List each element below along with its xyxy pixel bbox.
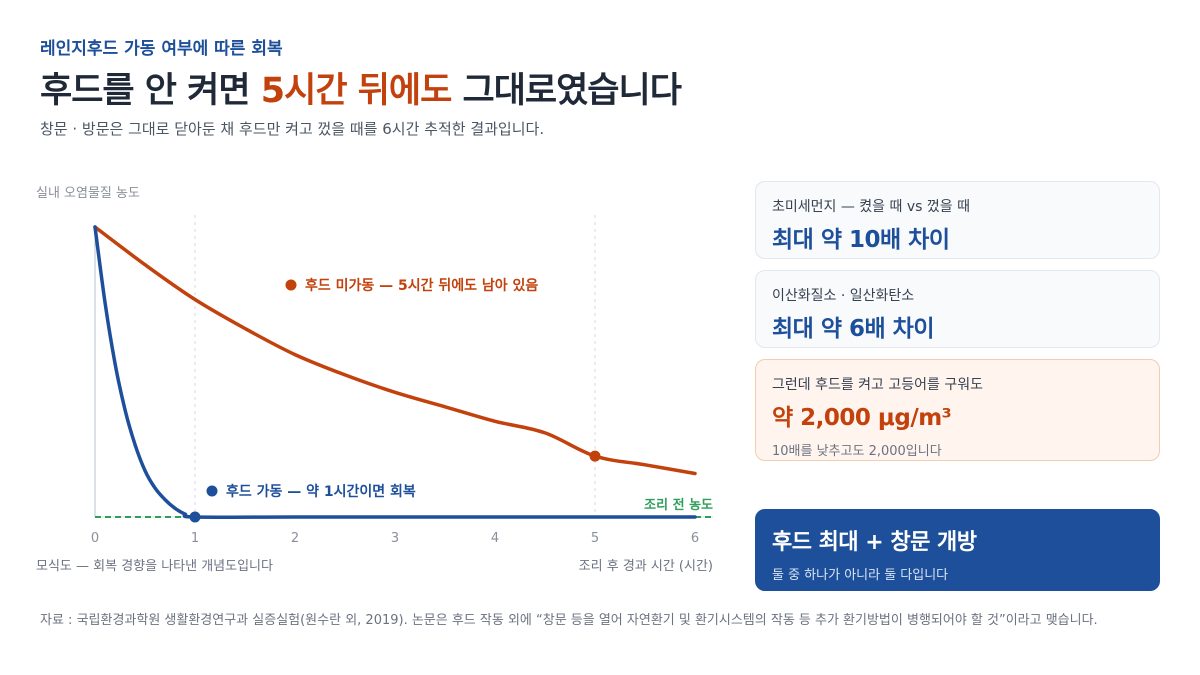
x-tick-label: 5 xyxy=(591,531,599,546)
stat-card-mackerel-value: 약 2,000 μg/m³ xyxy=(772,405,952,431)
source-note: 자료 : 국립환경과학원 생활환경연구과 실증실험(원수란 외, 2019). … xyxy=(40,613,1098,628)
x-tick-label: 1 xyxy=(191,531,199,546)
series-line-no-hood xyxy=(93,225,697,476)
legend-dot-no-hood xyxy=(285,279,297,291)
conclusion-note: 둘 중 하나가 아니라 둘 다입니다 xyxy=(772,568,949,583)
marker-no-hood xyxy=(589,450,601,462)
headline-accent: 5시간 뒤에도 xyxy=(260,71,453,111)
chart-area: 실내 오염물질 농도 조리 전 농도 0 1 2 3 4 5 6 후드 미가동 — 5시간 … xyxy=(36,186,713,574)
legend-dot-hood-on xyxy=(206,485,218,497)
headline-tail: 그대로였습니다 xyxy=(451,71,681,111)
subtitle: 창문 · 방문은 그대로 닫아둔 채 후드만 켜고 껐을 때를 6시간 추적한 … xyxy=(40,120,545,138)
stat-card-no2-co-label: 이산화질소 · 일산화탄소 xyxy=(772,288,915,304)
stat-card-mackerel-label: 그런데 후드를 켜고 고등어를 구워도 xyxy=(772,377,983,393)
series-label-hood-on: 후드 가동 — 약 1시간이면 회복 xyxy=(226,483,416,500)
stat-card-mackerel-note: 10배를 낮추고도 2,000입니다 xyxy=(772,444,942,459)
x-axis-label: 조리 후 경과 시간 (시간) xyxy=(579,559,713,574)
stat-card-no2-co-value: 최대 약 6배 차이 xyxy=(772,316,935,342)
chart-svg: 실내 오염물질 농도 조리 전 농도 0 1 2 3 4 5 6 후드 미가동 — 5시간 … xyxy=(36,186,713,574)
x-tick-label: 0 xyxy=(91,531,99,546)
baseline-label: 조리 전 농도 xyxy=(644,497,713,513)
stat-card-pm25-value: 최대 약 10배 차이 xyxy=(772,227,950,253)
stat-card-mackerel: 그런데 후드를 켜고 고등어를 구워도 약 2,000 μg/m³ 10배를 낮… xyxy=(755,359,1160,461)
y-axis-label: 실내 오염물질 농도 xyxy=(36,186,140,201)
conclusion-card: 후드 최대 + 창문 개방 둘 중 하나가 아니라 둘 다입니다 xyxy=(755,509,1160,591)
series-label-no-hood: 후드 미가동 — 5시간 뒤에도 남아 있음 xyxy=(305,277,538,294)
chart-footnote: 모식도 — 회복 경향을 나타낸 개념도입니다 xyxy=(36,559,273,574)
eyebrow: 레인지후드 가동 여부에 따른 회복 xyxy=(40,39,283,59)
x-tick-label: 3 xyxy=(391,531,399,546)
headline-lead: 후드를 안 켜면 xyxy=(40,71,261,111)
x-tick-label: 2 xyxy=(291,531,299,546)
stat-card-pm25: 초미세먼지 — 켰을 때 vs 껐을 때 최대 약 10배 차이 xyxy=(755,181,1160,259)
page-title: 후드를 안 켜면 5시간 뒤에도 그대로였습니다 xyxy=(40,62,682,113)
marker-hood-on xyxy=(189,511,201,523)
x-tick-label: 6 xyxy=(691,531,699,546)
stat-card-pm25-label: 초미세먼지 — 켰을 때 vs 껐을 때 xyxy=(772,199,970,215)
stat-card-no2-co: 이산화질소 · 일산화탄소 최대 약 6배 차이 xyxy=(755,270,1160,348)
conclusion-title: 후드 최대 + 창문 개방 xyxy=(772,530,977,555)
x-tick-labels: 0 1 2 3 4 5 6 xyxy=(91,531,699,546)
x-tick-label: 4 xyxy=(491,531,499,546)
series-line-hood-on xyxy=(93,225,697,519)
